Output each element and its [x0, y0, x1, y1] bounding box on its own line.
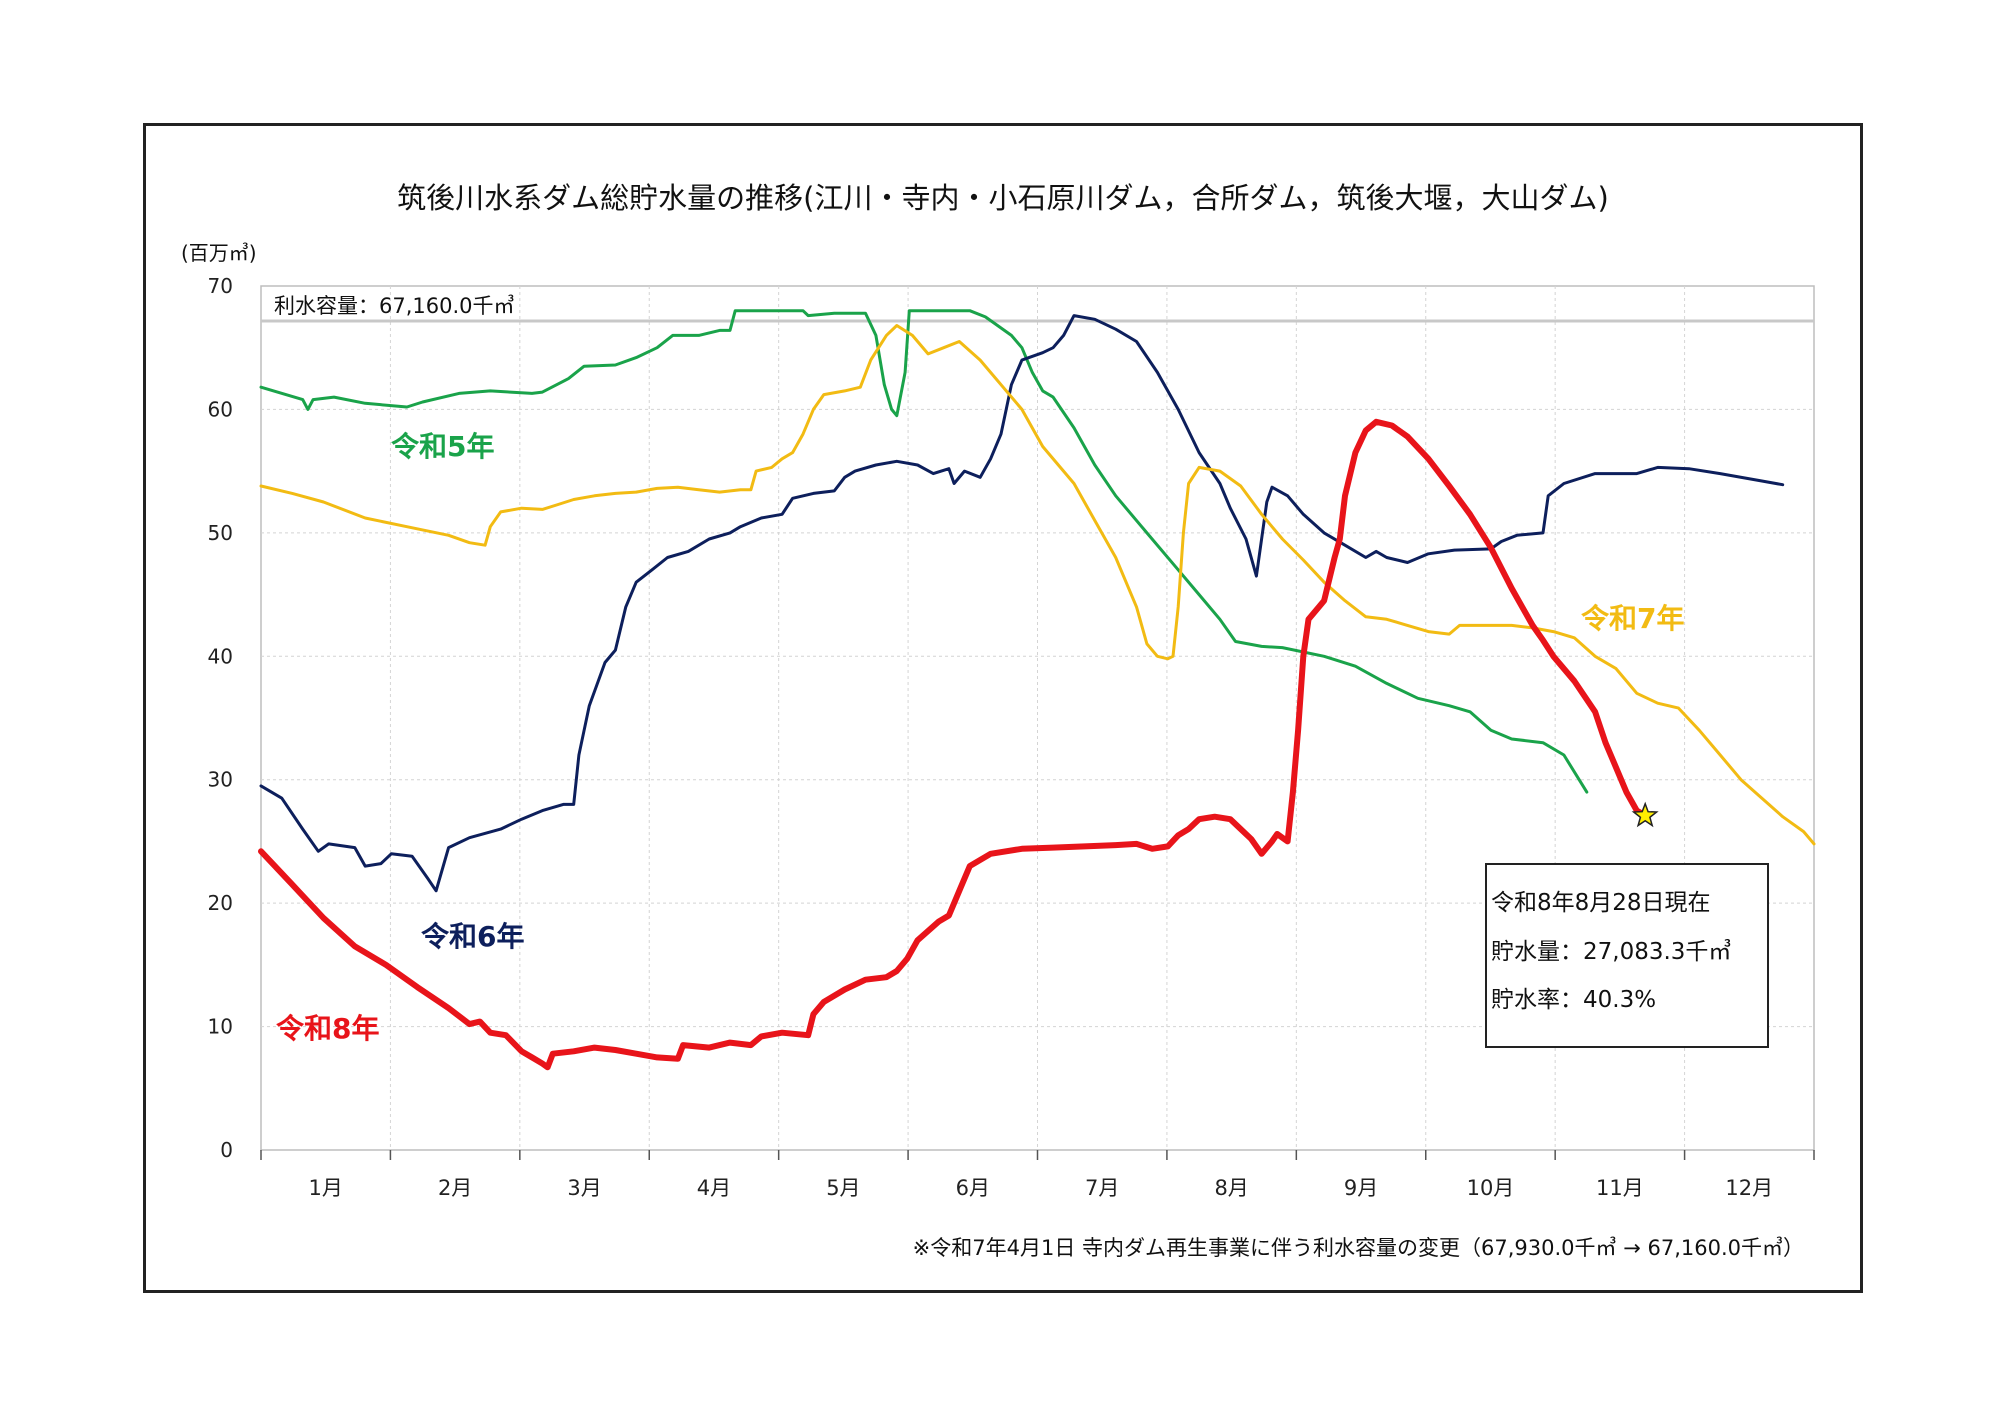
- month-label-1: 2月: [438, 1176, 472, 1200]
- capacity-label: 利水容量：67,160.0千㎥: [274, 294, 515, 318]
- series-line-1: [259, 314, 1785, 893]
- series-label-r5: 令和5年: [391, 430, 494, 463]
- chart-title: 筑後川水系ダム総貯水量の推移(江川・寺内・小石原川ダム，合所ダム，筑後大堰，大山…: [397, 181, 1609, 215]
- y-tick-label-5: 50: [208, 521, 233, 545]
- y-axis-ticks: 0 10 20 30 40 50 60 70: [208, 274, 233, 1162]
- month-label-8: 9月: [1344, 1176, 1378, 1200]
- y-tick-label-7: 70: [208, 274, 233, 298]
- y-tick-label-0: 0: [220, 1138, 233, 1162]
- month-label-2: 3月: [567, 1176, 601, 1200]
- month-label-11: 12月: [1725, 1176, 1773, 1200]
- y-tick-label-3: 30: [208, 768, 233, 792]
- chart-frame: 筑後川水系ダム総貯水量の推移(江川・寺内・小石原川ダム，合所ダム，筑後大堰，大山…: [143, 123, 1863, 1293]
- series-label-r8: 令和8年: [276, 1012, 379, 1045]
- series-line-0: [259, 309, 1589, 794]
- series-label-r7: 令和7年: [1581, 602, 1684, 635]
- y-tick-label-2: 20: [208, 891, 233, 915]
- x-axis-months: 1月 2月 3月 4月 5月 6月 7月 8月 9月 10月 11月 12月: [260, 1150, 1815, 1200]
- series-line-3: [258, 418, 1649, 1071]
- month-label-6: 7月: [1085, 1176, 1119, 1200]
- month-label-3: 4月: [697, 1176, 731, 1200]
- y-tick-label-6: 60: [208, 397, 233, 421]
- month-label-4: 5月: [826, 1176, 860, 1200]
- y-tick-label-1: 10: [208, 1015, 233, 1039]
- y-tick-label-4: 40: [208, 644, 233, 668]
- info-box: 令和8年8月28日現在 貯水量：27,083.3千㎥ 貯水率：40.3%: [1485, 863, 1769, 1048]
- y-axis-unit: (百万㎥): [181, 241, 257, 265]
- info-volume: 貯水量：27,083.3千㎥: [1491, 938, 1731, 965]
- month-label-5: 6月: [956, 1176, 990, 1200]
- current-point-star: [1631, 801, 1659, 828]
- info-rate: 貯水率：40.3%: [1491, 987, 1656, 1013]
- gridlines: [261, 286, 1814, 1150]
- month-label-7: 8月: [1214, 1176, 1248, 1200]
- chart-svg: 筑後川水系ダム総貯水量の推移(江川・寺内・小石原川ダム，合所ダム，筑後大堰，大山…: [181, 181, 1816, 1260]
- month-label-10: 11月: [1596, 1176, 1644, 1200]
- month-label-9: 10月: [1467, 1176, 1515, 1200]
- series-group: [258, 309, 1816, 1071]
- footnote: ※令和7年4月1日 寺内ダム再生事業に伴う利水容量の変更（67,930.0千㎥ …: [913, 1236, 1804, 1260]
- month-label-0: 1月: [309, 1176, 343, 1200]
- info-date: 令和8年8月28日現在: [1491, 890, 1711, 916]
- series-label-r6: 令和6年: [421, 920, 524, 953]
